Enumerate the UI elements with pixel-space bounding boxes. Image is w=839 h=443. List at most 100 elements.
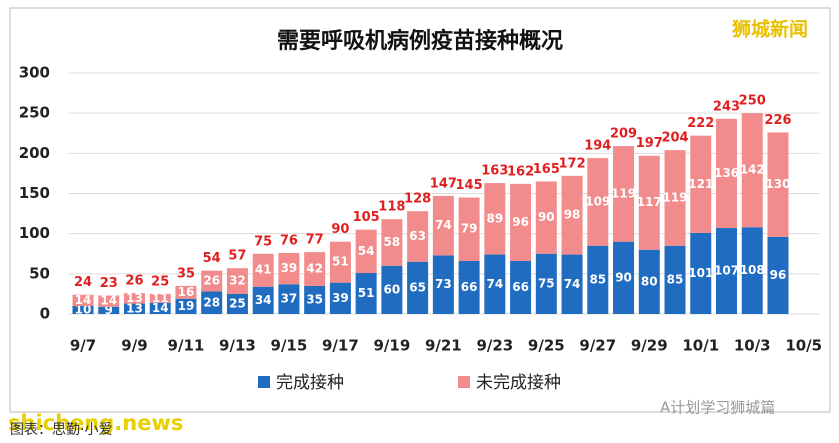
bar-segment [72, 305, 94, 314]
bar-segment [587, 245, 609, 314]
segment-label: 85 [589, 272, 606, 286]
bar-segment [201, 270, 223, 292]
total-label: 172 [558, 156, 585, 171]
bar-segment [304, 252, 326, 286]
x-tick-label: 9/15 [271, 337, 308, 355]
bar-segment [613, 241, 635, 314]
segment-label: 37 [281, 292, 298, 306]
legend-label: 未完成接种 [476, 373, 561, 393]
bar-segment [432, 195, 454, 256]
segment-label: 80 [641, 274, 658, 288]
segment-label: 14 [100, 294, 117, 308]
bar-segment [587, 158, 609, 246]
x-tick-label: 10/3 [734, 337, 771, 355]
segment-label: 66 [461, 280, 478, 294]
chart-title: 需要呼吸机病例疫苗接种概况 [277, 28, 563, 54]
segment-label: 101 [688, 266, 713, 280]
total-label: 209 [610, 127, 637, 142]
segment-label: 119 [611, 186, 636, 200]
total-label: 147 [430, 176, 457, 191]
total-label: 26 [125, 274, 143, 289]
segment-label: 9 [105, 303, 113, 317]
bar-segment [510, 260, 532, 314]
x-tick-label: 9/7 [70, 337, 96, 355]
total-label: 197 [636, 136, 663, 151]
bar-segment [561, 254, 583, 314]
bar-segment [510, 183, 532, 261]
bar-segment [664, 150, 686, 246]
segment-label: 10 [75, 302, 92, 316]
segment-label: 96 [770, 268, 787, 282]
total-label: 243 [713, 99, 740, 114]
segment-label: 75 [538, 276, 555, 290]
bar-segment [638, 155, 660, 250]
x-tick-label: 10/1 [682, 337, 719, 355]
total-label: 25 [151, 274, 169, 289]
total-label: 57 [228, 249, 246, 264]
x-tick-label: 9/9 [121, 337, 147, 355]
segment-label: 117 [637, 195, 662, 209]
bar-segment [741, 227, 763, 314]
segment-label: 90 [615, 270, 632, 284]
total-label: 77 [306, 233, 324, 248]
segment-label: 58 [384, 235, 401, 249]
bar-segment [613, 146, 635, 242]
bar-segment [767, 132, 789, 237]
bar-segment [252, 253, 274, 287]
bar-segment [716, 118, 737, 229]
y-tick-label: 300 [19, 64, 50, 82]
bar-segment [767, 236, 789, 314]
segment-label: 51 [358, 286, 375, 300]
x-tick-label: 10/5 [785, 337, 822, 355]
total-label: 23 [100, 276, 118, 291]
bar-segment [458, 197, 480, 261]
segment-label: 39 [332, 291, 349, 305]
segment-label: 108 [740, 263, 765, 277]
bar-segment [664, 245, 686, 314]
watermark: shicheng.news [8, 411, 183, 435]
bar-segment [355, 229, 377, 274]
total-label: 105 [353, 210, 380, 225]
total-label: 163 [481, 164, 508, 179]
segment-label: 90 [538, 210, 555, 224]
segment-label: 14 [152, 301, 169, 315]
segment-label: 42 [306, 262, 323, 276]
segment-label: 119 [662, 190, 687, 204]
bar-segment [98, 306, 120, 314]
total-label: 222 [687, 116, 714, 131]
x-tick-label: 9/19 [373, 337, 410, 355]
segment-label: 32 [229, 274, 246, 288]
segment-label: 63 [409, 229, 426, 243]
bar-segment [690, 135, 712, 233]
bar-segment [535, 181, 557, 254]
segment-label: 85 [667, 272, 684, 286]
segment-label: 142 [740, 163, 765, 177]
total-label: 118 [378, 200, 405, 215]
bar-segment [278, 252, 300, 285]
bar-segment [535, 253, 557, 314]
segment-label: 121 [688, 177, 713, 191]
segment-label: 98 [564, 208, 581, 222]
segment-label: 35 [306, 292, 323, 306]
bar-segment [226, 268, 248, 294]
segment-label: 19 [178, 299, 195, 313]
total-label: 165 [533, 162, 560, 177]
total-label: 226 [764, 113, 791, 128]
x-tick-label: 9/25 [528, 337, 565, 355]
total-label: 162 [507, 164, 534, 179]
segment-label: 41 [255, 263, 272, 277]
legend-label: 完成接种 [276, 373, 344, 393]
bar-segment [458, 260, 480, 314]
total-label: 54 [203, 251, 221, 266]
x-tick-label: 9/17 [322, 337, 359, 355]
bar-segment [123, 303, 145, 314]
segment-label: 34 [255, 293, 272, 307]
bar-segment [638, 249, 660, 314]
bar-segment [175, 285, 197, 299]
segment-label: 109 [585, 194, 610, 208]
bar-segment [381, 265, 403, 314]
total-label: 24 [74, 275, 92, 290]
bar-segment [175, 298, 197, 314]
bar-segment [98, 295, 120, 307]
